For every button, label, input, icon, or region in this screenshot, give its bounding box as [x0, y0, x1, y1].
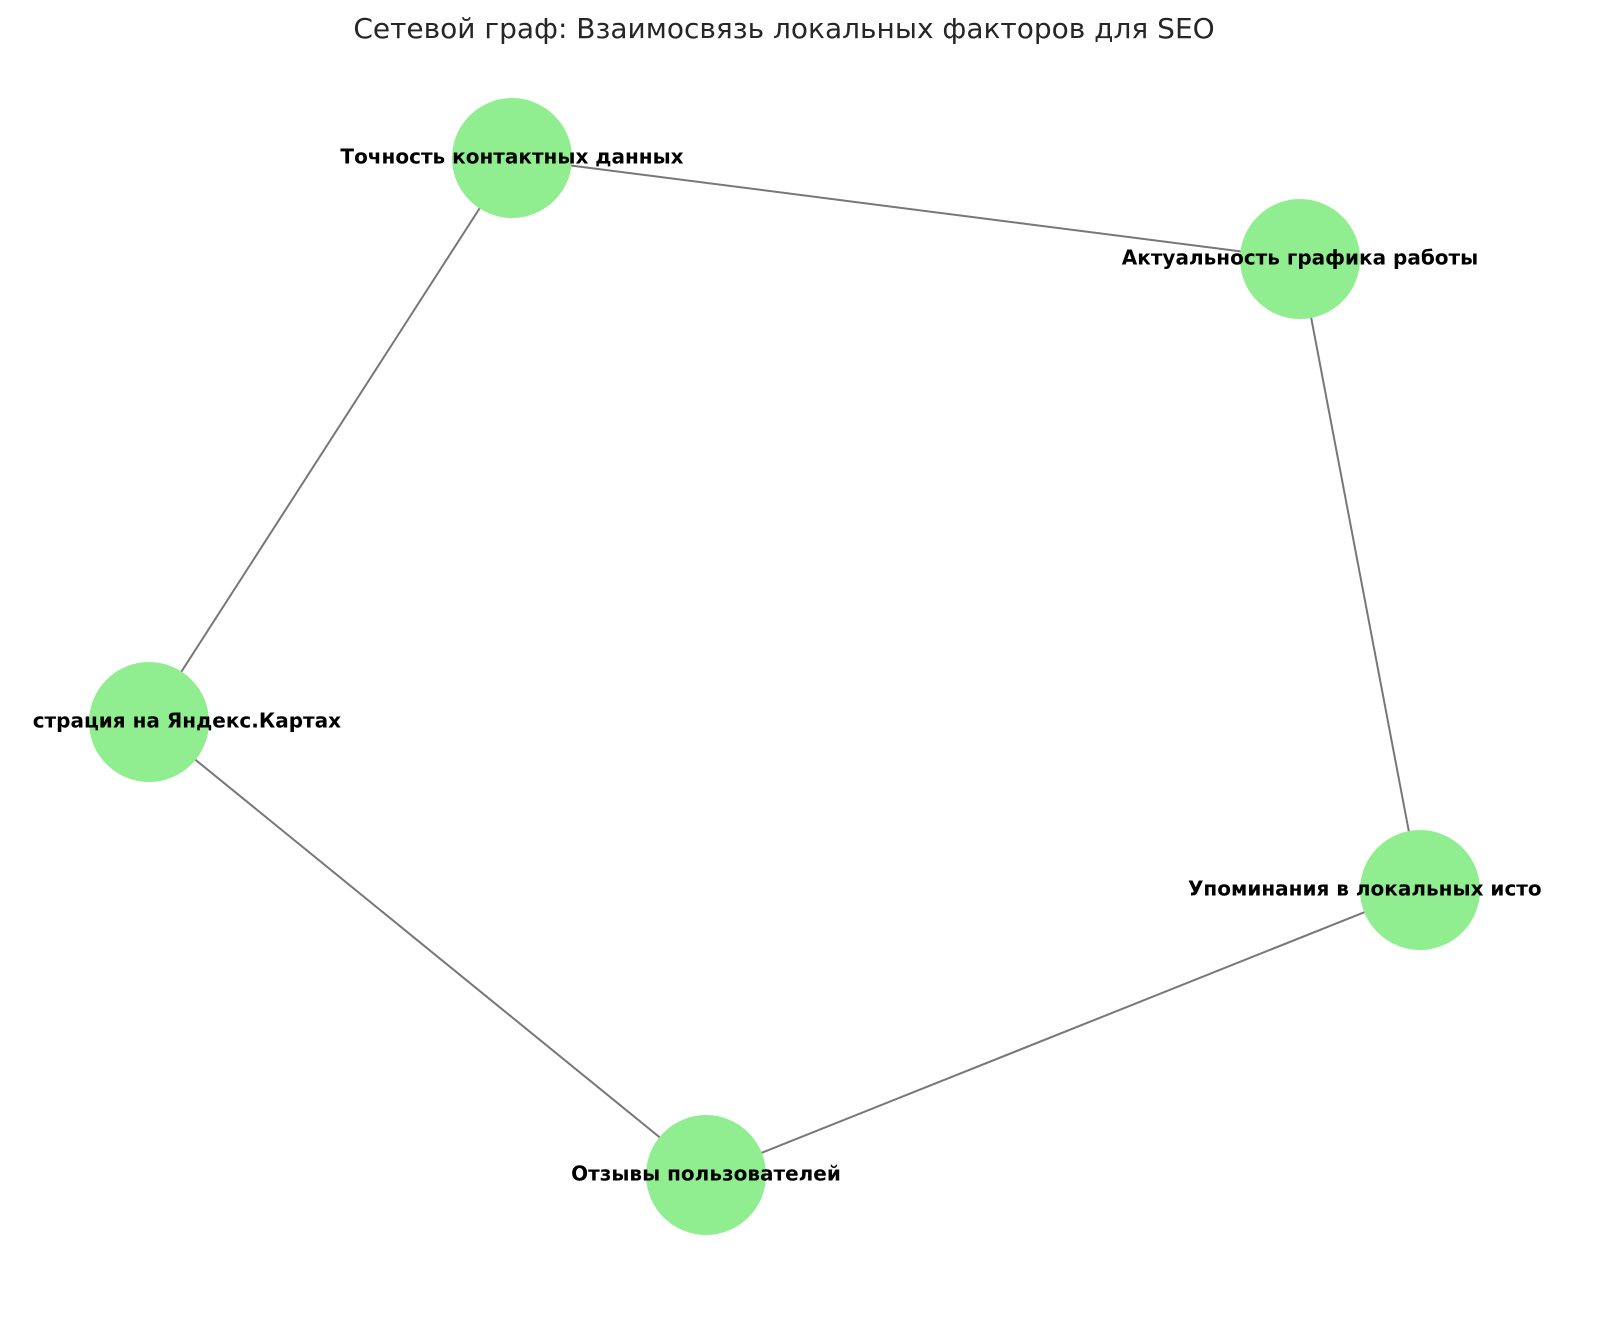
edge — [705, 889, 1421, 1176]
node — [1240, 199, 1360, 319]
edges — [148, 157, 1421, 1176]
node-label: страция на Яндекс.Картах — [33, 709, 341, 733]
node-label: Актуальность графика работы — [1122, 246, 1478, 270]
node — [452, 98, 572, 218]
node — [1360, 830, 1480, 950]
node-label: Точность контактных данных — [340, 145, 683, 169]
node-label: Упоминания в локальных исто — [1188, 877, 1542, 901]
edge — [148, 721, 707, 1176]
labels: Точность контактных данных Актуальность … — [33, 145, 1542, 1186]
edge — [148, 157, 513, 723]
edge — [511, 157, 1301, 260]
node — [646, 1115, 766, 1235]
edge — [1299, 258, 1421, 891]
node — [89, 662, 209, 782]
title: Сетевой граф: Взаимосвязь локальных факт… — [353, 12, 1214, 45]
node-label: Отзывы пользователей — [571, 1162, 841, 1186]
nodes — [89, 98, 1480, 1235]
